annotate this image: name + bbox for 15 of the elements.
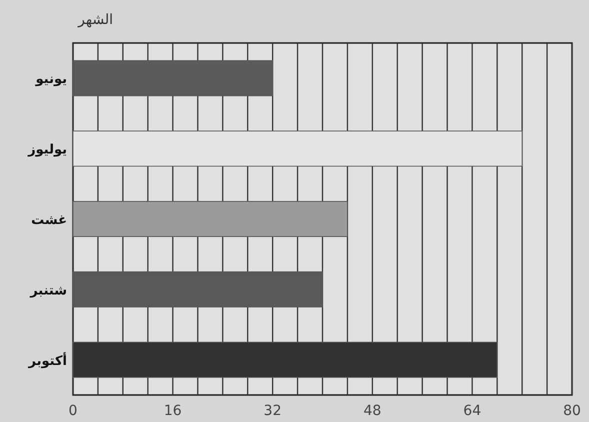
y-tick-label: أكتوبر: [28, 352, 67, 369]
y-tick-label: يوليوز: [27, 142, 67, 158]
x-tick-label: 32: [264, 403, 282, 419]
x-tick-label: 48: [363, 403, 382, 419]
bar: [72, 271, 323, 308]
y-tick-label: غشت: [31, 213, 67, 228]
y-axis-title: الشهر: [77, 12, 113, 28]
x-tick-label: 64: [463, 403, 482, 419]
y-tick-label: يونيو: [34, 72, 67, 88]
bar: [72, 201, 348, 237]
bar: [72, 60, 273, 96]
x-tick-label: 80: [563, 403, 581, 419]
y-tick-label: شتنبر: [29, 283, 67, 298]
x-tick-label: 16: [164, 403, 182, 419]
x-tick-label: 0: [68, 403, 78, 419]
